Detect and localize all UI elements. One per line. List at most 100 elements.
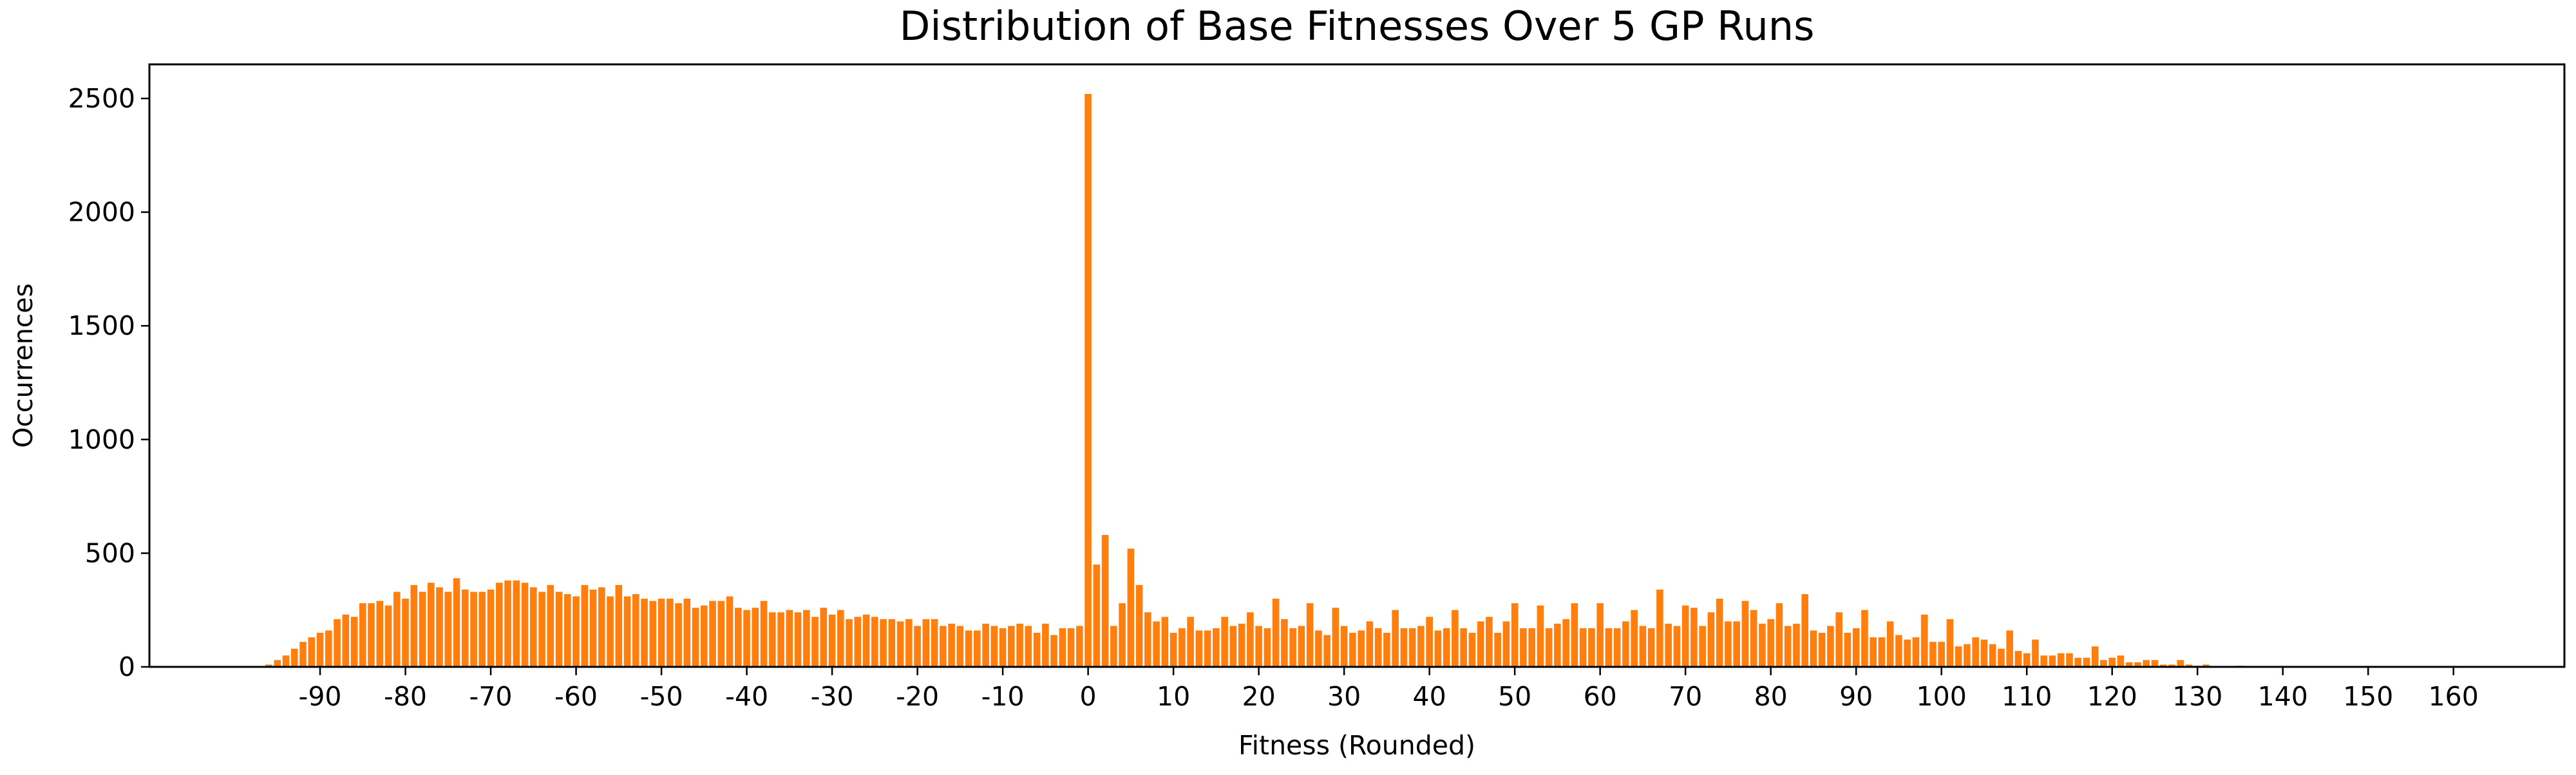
bar <box>1511 603 1519 667</box>
bar <box>1827 626 1834 667</box>
bar <box>1989 644 1996 667</box>
bar <box>470 592 477 667</box>
bar <box>615 585 622 667</box>
x-tick-label: 100 <box>1917 681 1967 712</box>
bar <box>1238 624 1245 667</box>
x-tick-label: -10 <box>981 681 1025 712</box>
bar <box>1230 626 1237 667</box>
bar <box>1742 601 1749 667</box>
bar <box>2049 655 2056 667</box>
bar <box>940 626 947 667</box>
bar <box>701 606 708 667</box>
bar <box>334 619 341 667</box>
bar <box>1401 628 1408 667</box>
bar <box>1034 633 1041 667</box>
y-tick-label: 500 <box>85 537 135 568</box>
bar <box>820 608 828 667</box>
bar <box>1725 621 1732 667</box>
bar <box>2152 660 2159 667</box>
bar <box>2006 630 2013 667</box>
bar <box>1204 630 1211 667</box>
bar <box>538 592 545 667</box>
bar <box>325 630 332 667</box>
bar <box>2032 640 2039 667</box>
bar <box>1162 617 1169 667</box>
bar <box>1255 626 1262 667</box>
bar <box>1170 633 1177 667</box>
bar <box>1674 626 1681 667</box>
bar <box>2058 653 2065 667</box>
bar <box>1084 94 1092 667</box>
bar <box>1947 619 1954 667</box>
bar <box>641 599 648 667</box>
bar <box>1785 626 1792 667</box>
bar <box>1367 621 1374 667</box>
bar <box>1699 626 1706 667</box>
bar <box>478 592 486 667</box>
bar <box>991 626 998 667</box>
bar <box>1503 621 1510 667</box>
bar <box>1520 628 1527 667</box>
bar <box>590 590 597 667</box>
bar <box>889 619 896 667</box>
bar <box>1819 633 1826 667</box>
y-tick-label: 2000 <box>68 197 135 228</box>
bar <box>1690 608 1698 667</box>
bar <box>1136 585 1143 667</box>
bar <box>1307 603 1314 667</box>
bar <box>2143 660 2150 667</box>
x-tick-label: -20 <box>896 681 939 712</box>
bar <box>1716 599 1723 667</box>
x-tick-label: 130 <box>2172 681 2222 712</box>
bar <box>692 608 699 667</box>
bar <box>1247 612 1254 667</box>
x-tick-label: 160 <box>2429 681 2479 712</box>
bar <box>564 594 571 667</box>
bar <box>1494 633 1501 667</box>
bar <box>1008 626 1015 667</box>
y-tick-label: 1000 <box>68 424 135 455</box>
bar <box>1759 624 1766 667</box>
bar <box>342 615 349 667</box>
bar <box>709 601 716 667</box>
bar <box>761 601 768 667</box>
bar <box>283 655 290 667</box>
bar <box>1119 603 1126 667</box>
x-tick-label: 120 <box>2087 681 2137 712</box>
bar <box>1264 628 1271 667</box>
bar <box>1887 621 1894 667</box>
bar <box>1596 603 1604 667</box>
x-tick-label: 0 <box>1080 681 1097 712</box>
bar <box>462 590 469 667</box>
bar <box>1998 649 2005 667</box>
bar <box>743 610 750 667</box>
bar <box>522 583 529 667</box>
bar <box>1221 617 1228 667</box>
bar <box>1349 633 1356 667</box>
bar <box>385 606 392 667</box>
bar <box>1767 619 1774 667</box>
bar <box>855 617 862 667</box>
bar <box>1879 637 1886 667</box>
bar <box>931 619 938 667</box>
bar <box>1750 610 1757 667</box>
bar <box>1972 637 1979 667</box>
bar <box>444 592 451 667</box>
bar <box>624 597 631 667</box>
bar <box>1776 603 1783 667</box>
bar <box>2015 651 2022 667</box>
bar <box>2100 660 2107 667</box>
bar <box>1042 624 1049 667</box>
bar <box>2074 658 2081 667</box>
bar <box>769 612 776 667</box>
bar <box>752 608 759 667</box>
x-tick-label: 30 <box>1327 681 1361 712</box>
bar <box>957 626 964 667</box>
bar <box>1801 594 1808 667</box>
bar <box>811 617 819 667</box>
bar <box>1341 626 1348 667</box>
bar <box>1870 637 1877 667</box>
bar <box>436 587 443 667</box>
x-tick-label: -60 <box>554 681 598 712</box>
